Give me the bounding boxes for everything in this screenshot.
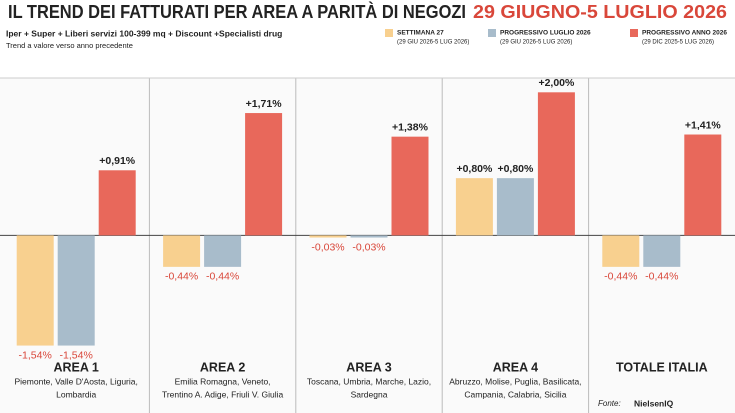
legend-label: SETTIMANA 27 bbox=[397, 30, 444, 37]
category-label: AREA 3 bbox=[346, 360, 391, 374]
chart-title: IL TREND DEI FATTURATI PER AREA A PARITÀ… bbox=[8, 1, 466, 22]
value-label: +0,80% bbox=[456, 163, 493, 175]
chart-title-period: 29 GIUGNO-5 LUGLIO 2026 bbox=[473, 2, 727, 22]
value-label: -0,44% bbox=[604, 271, 637, 283]
value-label: +0,80% bbox=[497, 163, 534, 175]
bar bbox=[643, 235, 681, 267]
bar bbox=[98, 170, 136, 236]
value-label: +1,71% bbox=[246, 98, 283, 110]
value-label: +1,41% bbox=[685, 119, 722, 131]
category-label: TOTALE ITALIA bbox=[616, 360, 708, 374]
category-detail: Sardegna bbox=[351, 389, 388, 399]
bar bbox=[496, 178, 534, 236]
bar bbox=[391, 136, 429, 236]
value-label: +2,00% bbox=[538, 77, 575, 89]
value-label: -0,03% bbox=[352, 241, 385, 253]
category-label: AREA 4 bbox=[493, 360, 538, 374]
value-label: -0,44% bbox=[206, 271, 239, 283]
category-label: AREA 1 bbox=[54, 360, 99, 374]
bar bbox=[684, 134, 722, 236]
bar bbox=[350, 235, 388, 238]
bar bbox=[309, 235, 347, 238]
legend-label: PROGRESSIVO ANNO 2026 bbox=[642, 30, 727, 37]
legend-period: (29 DIC 2025-5 LUG 2026) bbox=[642, 40, 714, 46]
category-detail: Piemonte, Valle D'Aosta, Liguria, bbox=[15, 376, 138, 386]
category-detail: Lombardia bbox=[56, 389, 96, 399]
source: NielsenIQ bbox=[634, 398, 674, 408]
source-label: Fonte: bbox=[598, 399, 621, 408]
bar bbox=[16, 235, 54, 346]
category-detail: Abruzzo, Molise, Puglia, Basilicata, bbox=[449, 376, 581, 386]
category-detail: Campania, Calabria, Sicilia bbox=[464, 389, 566, 399]
value-label: +1,38% bbox=[392, 121, 429, 133]
legend-swatch bbox=[385, 29, 393, 37]
value-label: +0,91% bbox=[99, 155, 136, 167]
legend-label: PROGRESSIVO LUGLIO 2026 bbox=[500, 30, 591, 37]
category-detail: Toscana, Umbria, Marche, Lazio, bbox=[307, 376, 431, 386]
bar bbox=[204, 235, 242, 267]
bar bbox=[163, 235, 201, 267]
value-label: -0,44% bbox=[645, 271, 678, 283]
category-label: AREA 2 bbox=[200, 360, 245, 374]
note: Trend a valore verso anno precedente bbox=[6, 41, 133, 50]
bar bbox=[57, 235, 95, 346]
legend-swatch bbox=[630, 29, 638, 37]
value-label: -0,44% bbox=[165, 271, 198, 283]
bar bbox=[245, 113, 283, 236]
legend-swatch bbox=[488, 29, 496, 37]
bar bbox=[602, 235, 640, 267]
category-detail: Emilia Romagna, Veneto, bbox=[175, 376, 271, 386]
bar bbox=[537, 92, 575, 236]
legend-period: (29 GIU 2026-5 LUG 2026) bbox=[500, 40, 572, 46]
subtitle: Iper + Super + Liberi servizi 100-399 mq… bbox=[6, 28, 282, 38]
bar bbox=[455, 178, 493, 236]
category-detail: Trentino A. Adige, Friuli V. Giulia bbox=[162, 389, 284, 399]
value-label: -1,54% bbox=[19, 349, 52, 361]
legend-period: (29 GIU 2026-5 LUG 2026) bbox=[397, 40, 469, 46]
value-label: -0,03% bbox=[311, 241, 344, 253]
value-label: -1,54% bbox=[60, 349, 93, 361]
